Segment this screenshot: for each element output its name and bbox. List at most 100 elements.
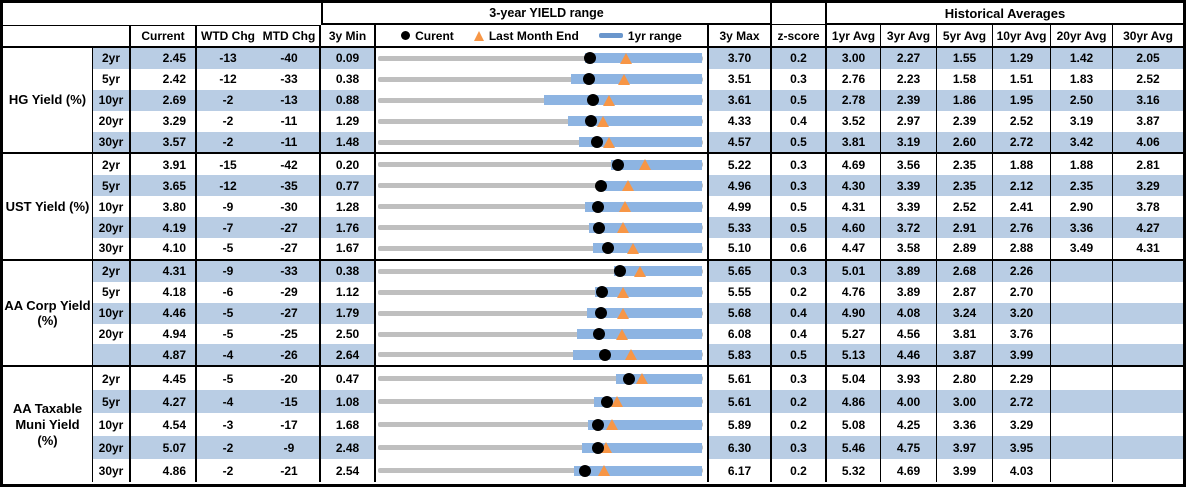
mtd-chg-cell: -42 bbox=[259, 154, 321, 176]
10yr-avg-cell: 2.76 bbox=[993, 217, 1051, 239]
zscore-cell: 0.3 bbox=[772, 260, 827, 282]
wtd-chg-cell: -5 bbox=[222, 241, 234, 256]
5yr-avg-cell: 2.89 bbox=[937, 238, 993, 259]
mtd-chg-cell: -27 bbox=[259, 302, 321, 324]
1yr-avg-cell: 3.81 bbox=[827, 131, 881, 153]
3y-max-cell: 5.89 bbox=[709, 413, 772, 437]
3y-max-cell: 5.83 bbox=[709, 344, 772, 366]
table-row: 5yr 4.18 -6 -29 1.12 5.55 0.2 4.76 3.89 2.87 2.70 bbox=[93, 281, 1183, 303]
range-chart-cell bbox=[376, 68, 709, 90]
current-marker bbox=[623, 372, 636, 385]
section-label: HG Yield (%) bbox=[3, 48, 93, 153]
section-label-line: Muni Yield bbox=[15, 417, 80, 433]
tenor-cell: 30yr bbox=[93, 459, 131, 483]
current-value-cell: 4.18 bbox=[131, 281, 197, 303]
wtd-chg-cell: -2 bbox=[222, 463, 234, 478]
20yr-avg-cell bbox=[1051, 436, 1113, 460]
3yr-avg-cell: 4.25 bbox=[881, 413, 937, 437]
3yr-avg-cell: 4.46 bbox=[881, 344, 937, 366]
30yr-avg-cell: 4.31 bbox=[1136, 241, 1160, 256]
1yr-avg-cell: 4.31 bbox=[827, 196, 881, 218]
5yr-avg-cell: 2.60 bbox=[937, 131, 993, 153]
current-value-cell: 4.27 bbox=[131, 390, 197, 414]
3y-max-cell: 5.33 bbox=[709, 217, 772, 239]
3y-min-cell: 1.29 bbox=[321, 110, 376, 132]
10yr-avg-cell: 2.12 bbox=[993, 175, 1051, 197]
current-marker bbox=[584, 52, 597, 65]
current-marker bbox=[611, 158, 624, 171]
tenor-cell bbox=[93, 344, 131, 366]
current-marker bbox=[594, 307, 607, 320]
10yr-avg-cell: 2.72 bbox=[993, 390, 1051, 414]
section: AA Taxable Muni Yield (%) 2yr 4.45 -5 -20 0.47 5… bbox=[3, 367, 1183, 483]
3y-range-track bbox=[378, 352, 703, 358]
wtd-chg-cell: -5 bbox=[222, 371, 234, 386]
current-marker bbox=[601, 242, 614, 255]
30yr-avg-cell: 2.05 bbox=[1113, 48, 1183, 69]
section-label: AA Corp Yield (%) bbox=[3, 260, 93, 366]
mtd-chg-cell: -33 bbox=[259, 260, 321, 282]
1yr-range-bar bbox=[570, 74, 703, 85]
table-row: 10yr 4.54 -3 -17 1.68 5.89 0.2 5.08 4.25 3.36 3.29 bbox=[93, 413, 1183, 437]
30yr-avg-cell bbox=[1113, 436, 1183, 460]
wtd-chg-cell: -13 bbox=[197, 48, 259, 69]
header-spacer-labels bbox=[3, 25, 131, 46]
1yr-avg-cell: 3.52 bbox=[827, 110, 881, 132]
mtd-chg-cell: -15 bbox=[259, 390, 321, 414]
current-value-cell: 4.54 bbox=[131, 413, 197, 437]
section-label-line: AA Corp Yield bbox=[4, 297, 91, 313]
10yr-avg-cell: 3.95 bbox=[993, 436, 1051, 460]
current-value-cell: 4.46 bbox=[131, 302, 197, 324]
tenor-cell: 30yr bbox=[93, 131, 131, 153]
col-header-1yr-avg: 1yr Avg bbox=[827, 25, 881, 46]
3yr-avg-cell: 3.56 bbox=[881, 154, 937, 176]
wtd-chg-cell: -12 bbox=[219, 72, 237, 87]
current-marker bbox=[592, 200, 605, 213]
zscore-cell: 0.5 bbox=[772, 344, 827, 366]
3y-max-cell: 6.30 bbox=[709, 436, 772, 460]
3y-range-track bbox=[378, 118, 703, 124]
3yr-avg-cell: 3.39 bbox=[881, 175, 937, 197]
section-label-line: AA Taxable bbox=[12, 401, 83, 417]
3y-max-cell: 5.22 bbox=[709, 154, 772, 176]
3yr-avg-cell: 2.39 bbox=[881, 89, 937, 111]
current-value-cell: 3.29 bbox=[131, 110, 197, 132]
3y-max-cell: 3.51 bbox=[709, 68, 772, 90]
last-month-end-marker bbox=[635, 373, 648, 385]
3y-max-cell: 4.99 bbox=[709, 196, 772, 218]
3y-max-cell: 5.10 bbox=[709, 238, 772, 259]
30yr-avg-cell: 4.06 bbox=[1113, 131, 1183, 153]
current-value-cell: 4.19 bbox=[131, 217, 197, 239]
current-value-cell: 2.42 bbox=[131, 68, 197, 90]
last-month-end-marker bbox=[617, 286, 630, 298]
3yr-avg-cell: 3.58 bbox=[881, 238, 937, 259]
last-month-end-marker bbox=[603, 136, 616, 148]
current-value-cell: 3.91 bbox=[131, 154, 197, 176]
section: HG Yield (%) 2yr 2.45 -13 -40 0.09 3.70 0.2 3.00… bbox=[3, 48, 1183, 155]
20yr-avg-cell: 1.83 bbox=[1051, 68, 1113, 90]
3yr-avg-cell: 4.00 bbox=[881, 390, 937, 414]
tenor-cell: 2yr bbox=[93, 260, 131, 282]
20yr-avg-cell: 2.35 bbox=[1051, 175, 1113, 197]
tenor-cell: 20yr bbox=[93, 436, 131, 460]
current-marker bbox=[583, 73, 596, 86]
3yr-avg-cell: 3.39 bbox=[881, 196, 937, 218]
table-row: 5yr 4.27 -4 -15 1.08 5.61 0.2 4.86 4.00 3.00 2.72 bbox=[93, 390, 1183, 414]
column-header-row: Current WTD Chg MTD Chg 3y Min Curent La… bbox=[3, 25, 1183, 48]
current-marker bbox=[592, 441, 604, 454]
current-value-cell: 3.57 bbox=[131, 131, 197, 153]
last-month-end-marker bbox=[617, 73, 630, 85]
last-month-end-marker bbox=[602, 94, 615, 106]
table-row: 10yr 2.69 -2 -13 0.88 3.61 0.5 2.78 2.39 1.86 1.95… bbox=[93, 89, 1183, 111]
1yr-range-bar bbox=[587, 308, 703, 319]
tenor-cell: 5yr bbox=[93, 175, 131, 197]
3y-max-cell: 5.61 bbox=[709, 367, 772, 391]
current-value-cell: 5.07 bbox=[131, 436, 197, 460]
table-row: 20yr 5.07 -2 -9 2.48 6.30 0.3 5.46 4.75 3.97 3.95 bbox=[93, 436, 1183, 460]
range-chart-cell bbox=[376, 367, 709, 391]
range-chart-cell bbox=[376, 217, 709, 239]
10yr-avg-cell: 2.41 bbox=[993, 196, 1051, 218]
current-marker bbox=[596, 286, 609, 299]
wtd-chg-cell: -9 bbox=[222, 199, 234, 214]
3y-max-cell: 5.55 bbox=[709, 281, 772, 303]
